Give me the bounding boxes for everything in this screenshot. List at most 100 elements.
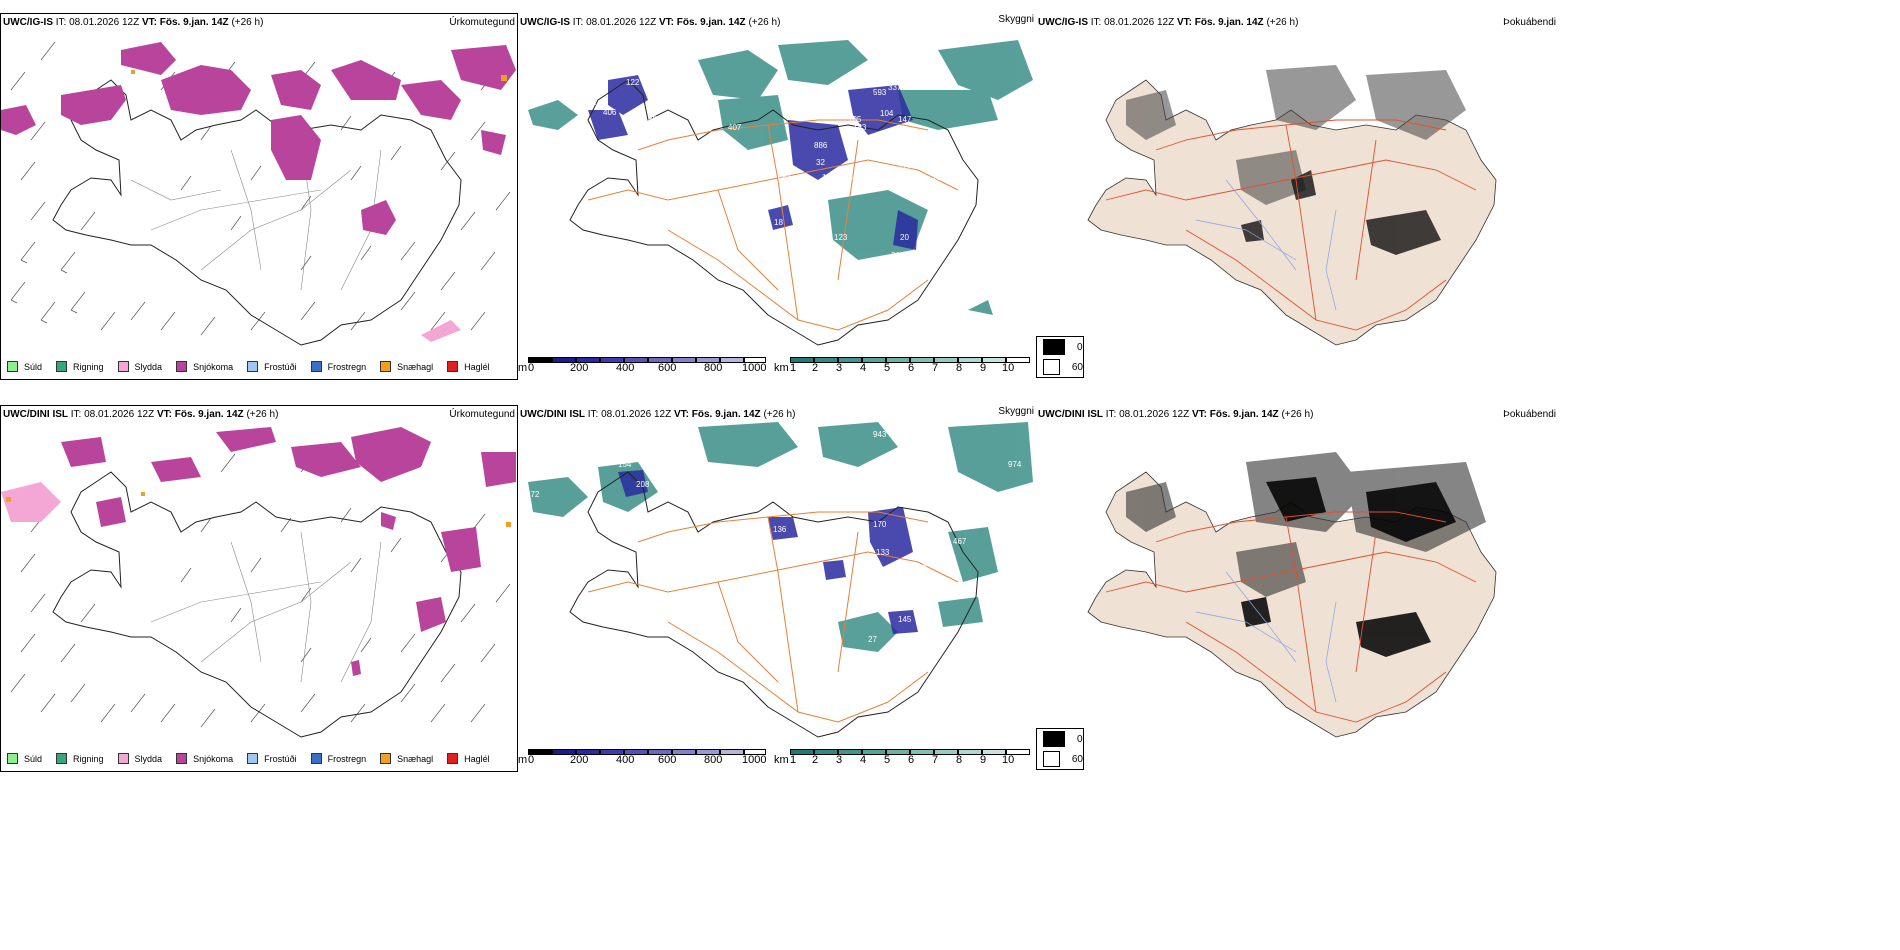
colorbar-segment [576,357,600,363]
legend-item-drizzle: Súld [7,361,42,372]
fog-legend-row-60: 60 [1037,357,1083,377]
visibility-panel-bottom: UWC/DINI ISL IT: 08.01.2026 12Z VT: Fös.… [518,405,1036,772]
ceiling-label: 18 [822,173,831,182]
legend-item-rain: Rigning [56,753,104,764]
colorbar-segment [624,749,648,755]
ceiling-label: 12 [800,173,809,182]
legend-swatch [7,361,18,372]
fog-dense [1241,170,1441,255]
panel-title: Úrkomutegund [449,409,515,420]
fog-panel-bottom: UWC/DINI ISL IT: 08.01.2026 12Z VT: Fös.… [1036,405,1556,772]
colorbar-segment [624,357,648,363]
legend-swatch [117,753,129,764]
legend-item-sleet: Slydda [117,753,162,764]
lead-time: (+26 h) [763,409,796,420]
colorbar-unit: km [774,754,789,766]
svg-text:170: 170 [873,520,887,529]
precip-type-panel-bottom: UWC/DINI ISL IT: 08.01.2026 12Z VT: Fös.… [0,405,518,772]
precip-legend: Súld Rigning Slydda Snjókoma Frostúði Fr… [7,361,504,372]
svg-text:943: 943 [873,430,887,439]
valid-time: Fös. 9.jan. 14Z [174,409,244,420]
fog-roads [1105,511,1477,723]
colorbar-segment [982,749,1006,755]
svg-text:177: 177 [898,163,912,172]
legend-swatch [447,753,459,764]
road-network [587,119,959,331]
legend-swatch [247,361,259,372]
svg-text:407: 407 [728,123,742,132]
svg-text:269: 269 [633,129,647,138]
iceland-outline [569,79,979,346]
valid-time-label: VT: [1191,409,1207,420]
svg-text:267: 267 [633,509,647,518]
legend-swatch [176,361,188,372]
valid-time-label: VT: [658,17,674,28]
precip-type-panel-top: UWC/IG-IS IT: 08.01.2026 12Z VT: Fös. 9.… [0,13,518,380]
visibility-map: 977 752 107 122 401 406 880 269 542 407 … [528,38,1033,346]
init-time: IT: 08.01.2026 12Z [572,17,657,28]
legend-swatch [56,361,68,372]
colorbar-segment [696,749,720,755]
valid-time-label: VT: [141,17,157,28]
svg-text:977: 977 [673,38,687,47]
precip-legend: Súld Rigning Slydda Snjókoma Frostúði Fr… [7,753,504,764]
colorbar-segment [910,749,934,755]
init-time: IT: 08.01.2026 12Z [587,409,672,420]
colorbar-segment [934,749,958,755]
legend-item-drizzle: Súld [7,753,42,764]
legend-swatch [447,361,459,372]
low-ceiling-areas [588,75,918,250]
colorbar-unit: km [774,362,789,374]
svg-text:154: 154 [618,460,632,469]
colorbar-segment [648,749,672,755]
svg-text:974: 974 [1008,460,1022,469]
panel-title: Þokuábendi [1503,409,1556,420]
init-time: IT: 08.01.2026 12Z [70,409,155,420]
fog-shading [1126,65,1466,205]
svg-text:880: 880 [648,115,662,124]
colorbar-segment [838,357,862,363]
svg-text:130: 130 [823,95,837,104]
panel-header: UWC/IG-IS IT: 08.01.2026 12Z VT: Fös. 9.… [3,17,263,29]
init-time: IT: 08.01.2026 12Z [1105,409,1190,420]
panel-header: UWC/IG-IS IT: 08.01.2026 12Z VT: Fös. 9.… [520,17,780,29]
colorbar-segment [958,357,982,363]
legend-swatch [310,753,322,764]
svg-text:139: 139 [896,133,910,142]
colorbar-segment [720,749,744,755]
fog-swatch-black [1043,731,1065,747]
ceiling-label: 167 [888,173,902,182]
panel-title: Úrkomutegund [449,17,515,28]
colorbar-unit: m [518,754,528,766]
valid-time-label: VT: [673,409,689,420]
colorbar-segment [982,357,1006,363]
svg-text:104: 104 [880,109,894,118]
legend-item-freezing-rain: Frostregn [310,361,366,372]
rivers [150,531,382,683]
road-network [587,511,959,723]
init-time: IT: 08.01.2026 12Z [1090,17,1175,28]
fog-legend-row-0: 0 [1037,337,1083,357]
colorbar-segment [672,749,696,755]
ceiling-label: 147 [748,575,762,584]
fog-rivers [1195,571,1337,703]
fog-swatch-black [1043,339,1065,355]
legend-item-hail: Haglél [447,753,490,764]
lead-time: (+26 h) [246,409,279,420]
fog-panel-top: UWC/IG-IS IT: 08.01.2026 12Z VT: Fös. 9.… [1036,13,1556,380]
model-name: UWC/DINI ISL [520,409,585,420]
colorbar-segment [720,357,744,363]
colorbar-segment [790,357,814,363]
legend-item-snow-pellets: Snæhagl [380,753,433,764]
svg-text:105: 105 [848,115,862,124]
snow-areas [61,427,516,676]
colorbar-segment [838,749,862,755]
visibility-colorbar: km 1 2 3 4 5 6 7 8 9 10 [774,357,1036,374]
ceiling-label: 15 [910,173,919,182]
colorbar-segment [744,357,766,363]
visibility-colorbar: km 1 2 3 4 5 6 7 8 9 10 [774,749,1036,766]
svg-text:467: 467 [953,537,967,546]
svg-text:406: 406 [603,108,617,117]
svg-text:211: 211 [891,251,904,260]
legend-item-hail: Haglél [447,361,490,372]
